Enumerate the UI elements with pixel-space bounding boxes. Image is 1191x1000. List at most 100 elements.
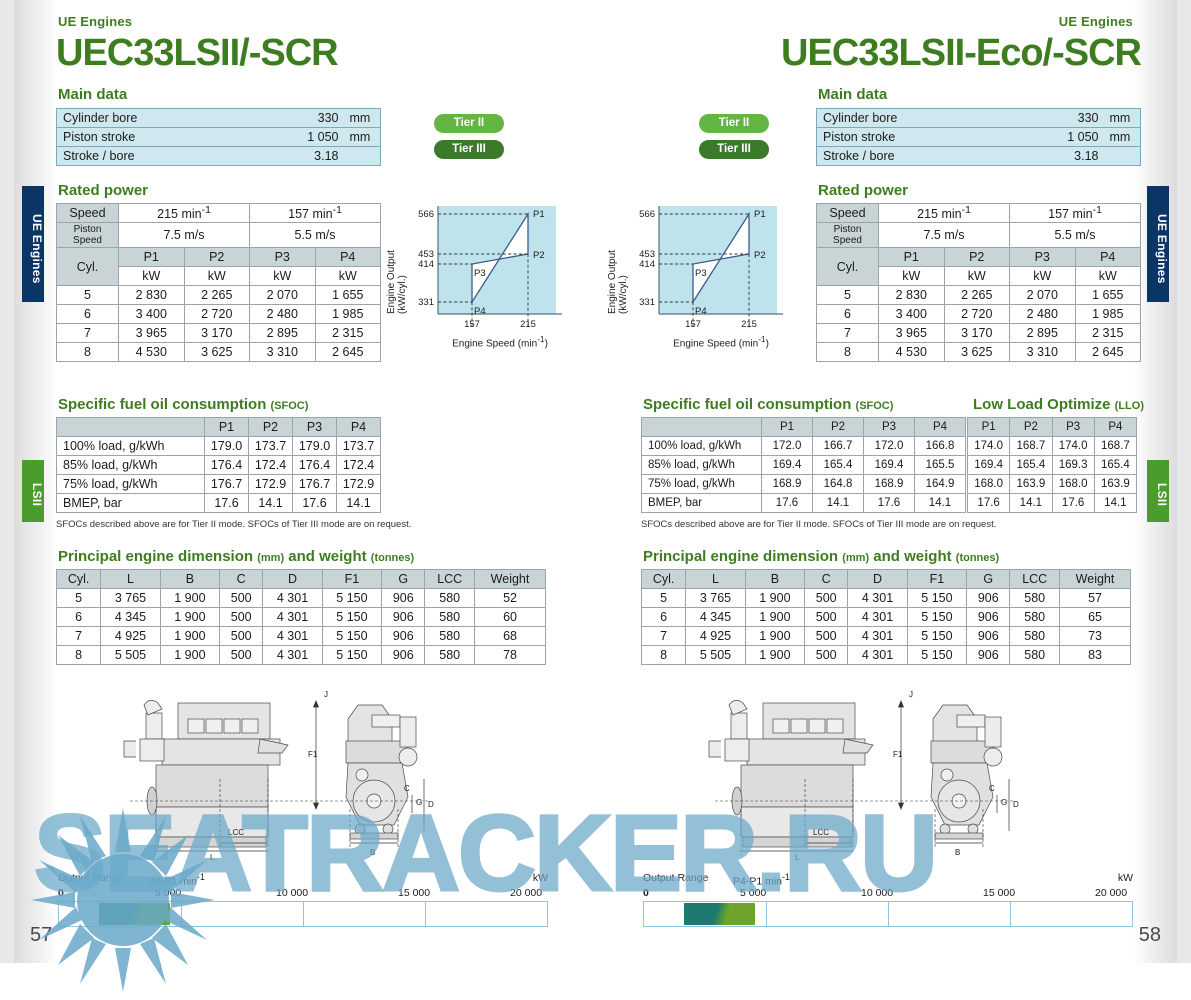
dim-cell: 500	[804, 626, 849, 646]
right-chart-ylabel: Engine Output (kW/cyl.)	[607, 250, 629, 314]
unit-cell: kW	[249, 266, 316, 287]
dim-cell: 5 150	[321, 588, 383, 608]
dim-cell: 500	[219, 645, 264, 665]
table-row: BMEP, bar 17.6 14.1 17.6 14.1	[641, 493, 966, 513]
dim-cell: 5 150	[906, 607, 968, 627]
side-tab-ue-engines[interactable]: UE Engines	[1147, 186, 1169, 302]
dim-cell: 4 301	[262, 626, 323, 646]
llo-value: 168.0	[966, 474, 1011, 494]
right-rated-power-heading: Rated power	[818, 182, 909, 199]
table-row: 5 2 830 2 265 2 070 1 655	[816, 285, 1141, 306]
side-tab-ue-engines[interactable]: UE Engines	[22, 186, 44, 302]
llo-value: 169.4	[966, 455, 1011, 475]
dim-col-header: G	[381, 569, 426, 589]
dim-cell: 4 925	[100, 626, 161, 646]
power-value: 2 830	[118, 285, 185, 306]
svg-text:453: 453	[639, 249, 655, 260]
svg-text:566: 566	[639, 209, 655, 220]
dim-cell: 5 150	[321, 626, 383, 646]
power-value: 2 645	[1074, 342, 1141, 363]
power-value: 2 645	[314, 342, 381, 363]
svg-text:P1: P1	[754, 209, 766, 220]
main-data-value: 330	[1077, 111, 1099, 125]
svg-text:P3: P3	[695, 268, 707, 279]
main-data-label: Stroke / bore	[816, 146, 1035, 166]
power-value: 2 070	[1009, 285, 1076, 306]
sfoc-value: 176.4	[204, 455, 249, 475]
power-value: 1 655	[314, 285, 381, 306]
dim-col-header: LCC	[1009, 569, 1061, 589]
side-tab-ue-label: UE Engines	[1155, 214, 1169, 284]
left-chart-ylabel: Engine Output (kW/cyl.)	[386, 250, 408, 314]
dim-col-header: C	[804, 569, 849, 589]
sfoc-value: 164.9	[914, 474, 966, 494]
svg-text:G: G	[1001, 798, 1007, 807]
dim-cell: 4 301	[847, 626, 908, 646]
sfoc-row-label: BMEP, bar	[641, 493, 762, 513]
dim-cell: 4 301	[847, 607, 908, 627]
unit-cell: kW	[1074, 266, 1141, 287]
speed-value-2: 157 min-1	[1009, 202, 1141, 224]
table-row: 6 4 345 1 900 500 4 301 5 150 906 580 60	[55, 607, 546, 627]
table-row: 6 4 345 1 900 500 4 301 5 150 906 580 65	[640, 607, 1131, 627]
scale-tick: 10 000	[276, 887, 309, 899]
sfoc-value: 165.4	[812, 455, 864, 475]
dim-cell: 73	[1059, 626, 1131, 646]
llo-value: 169.3	[1051, 455, 1095, 475]
dim-col-header: Cyl.	[55, 569, 102, 589]
unit-cell: kW	[314, 266, 381, 287]
dim-cell: 6	[55, 607, 102, 627]
power-value: 2 895	[1009, 323, 1076, 344]
point-header: P1	[878, 247, 945, 268]
scale-tick: 5 000	[155, 887, 182, 899]
sfoc-value: 168.9	[863, 474, 915, 494]
side-tab-series[interactable]: LSII	[1147, 460, 1169, 522]
table-row: 174.0 168.7 174.0 168.7	[966, 436, 1138, 456]
left-sfoc-heading: Specific fuel oil consumption (SFOC)	[58, 396, 309, 413]
llo-value: 165.4	[1093, 455, 1138, 475]
side-tab-series[interactable]: LSII	[22, 460, 44, 522]
table-row: 168.0 163.9 168.0 163.9	[966, 474, 1138, 494]
main-data-label: Piston stroke	[816, 127, 1035, 147]
tier-2-badge: Tier II	[699, 114, 769, 133]
point-header: P1	[118, 247, 185, 268]
dim-col-header: B	[159, 569, 221, 589]
dim-col-header: B	[744, 569, 806, 589]
cyl-value: 5	[56, 285, 119, 306]
dim-cell: 906	[381, 626, 426, 646]
main-data-label: Piston stroke	[56, 127, 275, 147]
piston-speed-value-2: 5.5 m/s	[249, 222, 381, 249]
llo-value: 165.4	[1009, 455, 1053, 475]
right-chart-xlabel: Engine Speed (min-1)	[673, 334, 769, 350]
llo-col-header: P1	[966, 417, 1011, 437]
svg-text:LCC: LCC	[813, 828, 829, 837]
main-data-label: Cylinder bore	[63, 111, 138, 125]
main-data-value: 1 050	[1034, 127, 1105, 147]
dim-cell: 4 301	[847, 588, 908, 608]
dim-cell: 580	[424, 607, 476, 627]
left-tier-badges: Tier II Tier III	[434, 114, 504, 166]
point-header: P4	[314, 247, 381, 268]
table-row: 100% load, g/kWh 179.0 173.7 179.0 173.7	[56, 436, 381, 456]
cyl-value: 5	[816, 285, 879, 306]
left-chart-xlabel: Engine Speed (min-1)	[452, 334, 548, 350]
table-row: Speed 215 min-1 157 min-1	[56, 202, 381, 224]
power-value: 1 985	[1074, 304, 1141, 325]
piston-speed-label: Piston Speed	[56, 222, 119, 249]
dim-cell: 83	[1059, 645, 1131, 665]
sfoc-value: 172.0	[863, 436, 915, 456]
scale-tick: 5 000	[740, 887, 767, 899]
power-value: 3 625	[183, 342, 250, 363]
power-value: 4 530	[118, 342, 185, 363]
speed-label: Speed	[816, 202, 879, 224]
dim-cell: 906	[966, 607, 1011, 627]
table-row: Piston stroke 1 050 mm	[816, 127, 1141, 147]
unit-cell: kW	[118, 266, 185, 287]
sfoc-value: 173.7	[248, 436, 293, 456]
point-header: P3	[1009, 247, 1076, 268]
svg-text:P2: P2	[754, 250, 766, 261]
power-value: 2 830	[878, 285, 945, 306]
svg-text:B: B	[955, 848, 960, 857]
power-value: 3 310	[1009, 342, 1076, 363]
table-row: Stroke / bore 3.18	[816, 146, 1141, 166]
